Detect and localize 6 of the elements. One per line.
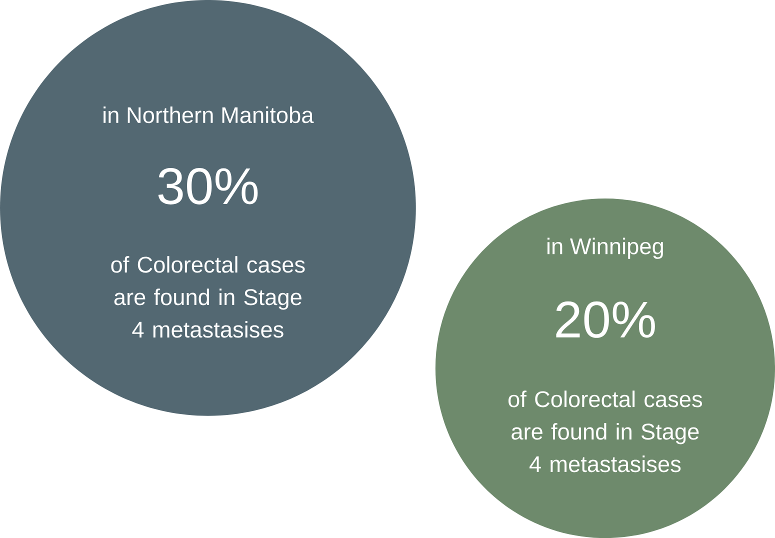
text: of Colorectal cases are found in Stage 4 metastasises (111, 256, 305, 338)
category-label: in Northern Manitoba (104, 106, 314, 124)
data-label: 20% (556, 301, 655, 338)
data-label: 30% (158, 168, 258, 204)
category-label: in Winnipeg (547, 238, 663, 259)
text: of Colorectal cases are found in Stage 4 metastasises (508, 390, 702, 472)
